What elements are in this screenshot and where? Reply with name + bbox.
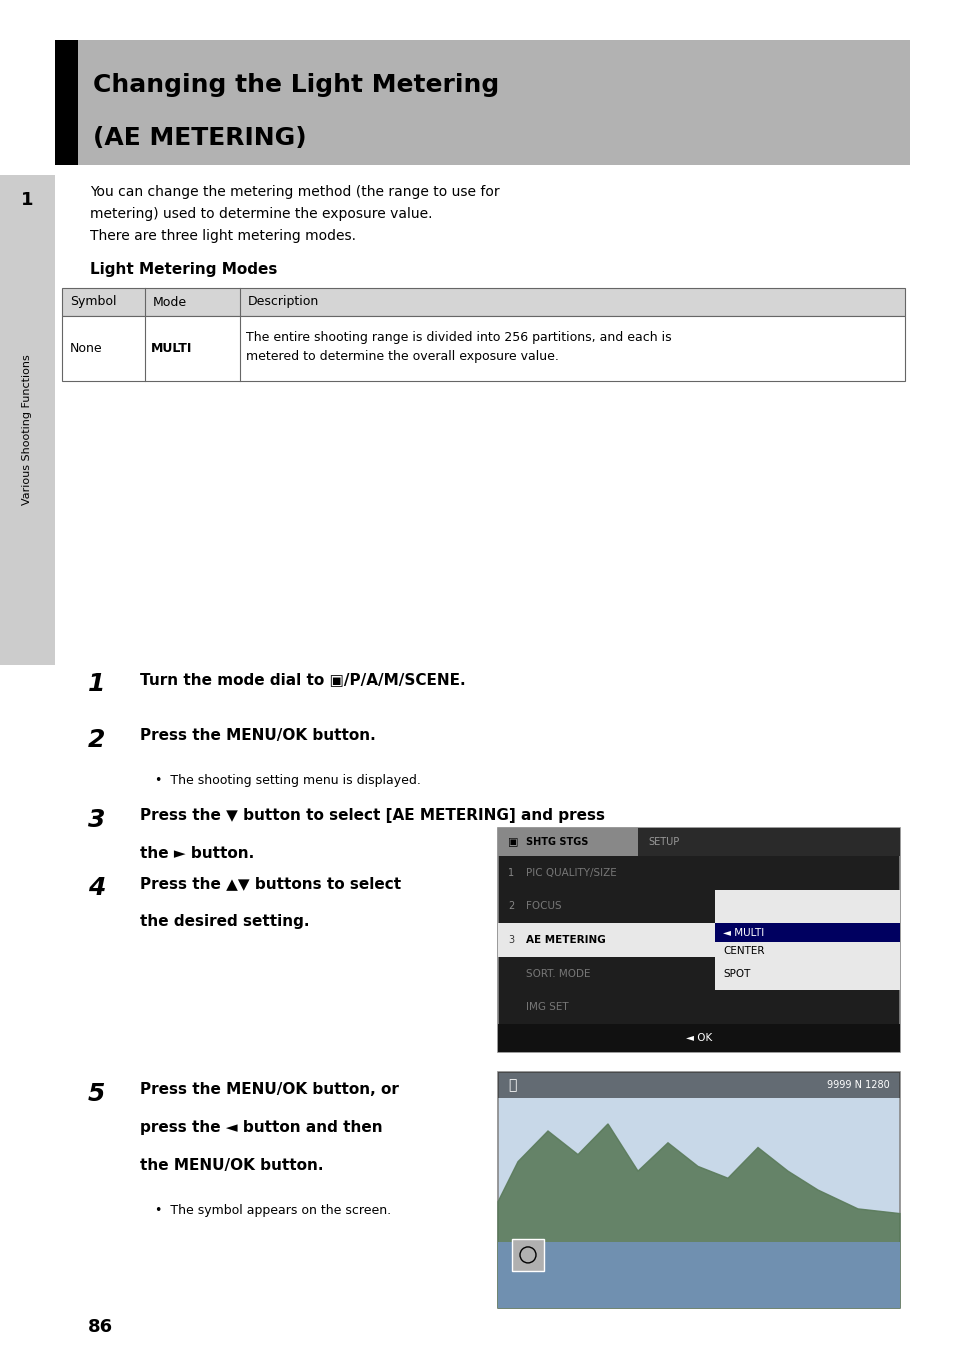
Text: 9999 N 1280: 9999 N 1280 <box>826 1079 889 1090</box>
Text: Press the MENU/OK button, or: Press the MENU/OK button, or <box>140 1082 398 1097</box>
Text: PIC QUALITY/SIZE: PIC QUALITY/SIZE <box>525 867 616 878</box>
Text: CENTER: CENTER <box>722 946 763 955</box>
Text: None: None <box>70 342 103 355</box>
Text: the MENU/OK button.: the MENU/OK button. <box>140 1158 323 1173</box>
Text: •  The symbol appears on the screen.: • The symbol appears on the screen. <box>154 1204 391 1217</box>
Text: SPOT: SPOT <box>722 969 750 978</box>
Bar <box>62 288 904 316</box>
Text: Description: Description <box>248 296 319 308</box>
Bar <box>497 1071 899 1098</box>
Text: SHTG STGS: SHTG STGS <box>525 838 588 847</box>
Text: (AE METERING): (AE METERING) <box>92 126 306 150</box>
Bar <box>0 176 55 665</box>
Bar <box>55 41 78 165</box>
Text: 4: 4 <box>88 875 105 900</box>
Text: 1: 1 <box>88 671 105 696</box>
Text: Press the ▲▼ buttons to select: Press the ▲▼ buttons to select <box>140 875 400 892</box>
Text: There are three light metering modes.: There are three light metering modes. <box>90 230 355 243</box>
Text: ◄ OK: ◄ OK <box>685 1034 711 1043</box>
Text: The entire shooting range is divided into 256 partitions, and each is: The entire shooting range is divided int… <box>246 331 671 345</box>
Bar <box>497 828 899 1052</box>
Text: FOCUS: FOCUS <box>525 901 561 912</box>
Text: Light Metering Modes: Light Metering Modes <box>90 262 277 277</box>
Text: metered to determine the overall exposure value.: metered to determine the overall exposur… <box>246 350 558 363</box>
Bar <box>497 1024 899 1052</box>
Text: the ► button.: the ► button. <box>140 846 254 861</box>
Polygon shape <box>497 1124 899 1308</box>
Text: ▣: ▣ <box>507 838 518 847</box>
Text: MULTI: MULTI <box>151 342 193 355</box>
Bar <box>512 1239 543 1271</box>
Text: IMG SET: IMG SET <box>525 1002 568 1012</box>
Text: 1: 1 <box>507 867 514 878</box>
Text: Symbol: Symbol <box>70 296 116 308</box>
Text: 1: 1 <box>21 190 33 209</box>
Text: the desired setting.: the desired setting. <box>140 915 309 929</box>
Text: AE METERING: AE METERING <box>525 935 605 944</box>
Text: ⬬: ⬬ <box>507 1078 516 1092</box>
Bar <box>497 828 638 857</box>
Text: ◄ MULTI: ◄ MULTI <box>722 928 763 938</box>
Bar <box>497 923 715 957</box>
Text: press the ◄ button and then: press the ◄ button and then <box>140 1120 382 1135</box>
Text: Changing the Light Metering: Changing the Light Metering <box>92 73 498 97</box>
Bar <box>715 889 899 990</box>
Text: SETUP: SETUP <box>647 838 679 847</box>
Text: 2: 2 <box>507 901 514 912</box>
Text: 3: 3 <box>88 808 105 832</box>
Bar <box>62 316 904 381</box>
Text: 86: 86 <box>88 1319 113 1336</box>
Text: Press the MENU/OK button.: Press the MENU/OK button. <box>140 728 375 743</box>
Text: Mode: Mode <box>152 296 187 308</box>
Text: Various Shooting Functions: Various Shooting Functions <box>23 354 32 505</box>
Text: You can change the metering method (the range to use for: You can change the metering method (the … <box>90 185 499 199</box>
Bar <box>55 41 909 165</box>
Text: •  The shooting setting menu is displayed.: • The shooting setting menu is displayed… <box>154 774 420 788</box>
Bar <box>497 1071 899 1308</box>
Text: 5: 5 <box>88 1082 105 1106</box>
Text: 3: 3 <box>507 935 514 944</box>
Text: 2: 2 <box>88 728 105 753</box>
Text: Turn the mode dial to ▣/P/A/M/SCENE.: Turn the mode dial to ▣/P/A/M/SCENE. <box>140 671 465 688</box>
Text: Press the ▼ button to select [AE METERING] and press: Press the ▼ button to select [AE METERIN… <box>140 808 604 823</box>
Bar <box>715 923 899 942</box>
Text: SORT. MODE: SORT. MODE <box>525 969 590 978</box>
Bar <box>497 1242 899 1308</box>
Bar <box>497 828 899 857</box>
Text: metering) used to determine the exposure value.: metering) used to determine the exposure… <box>90 207 432 222</box>
